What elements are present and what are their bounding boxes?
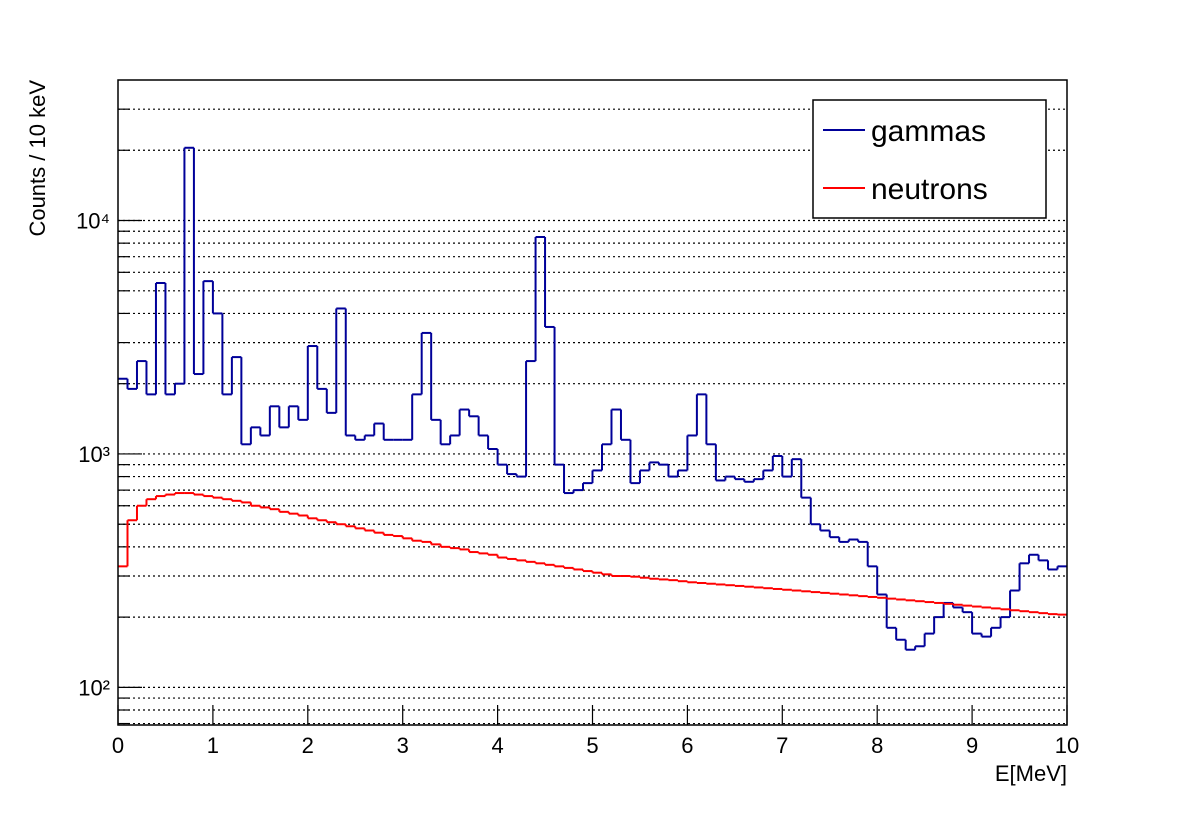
legend-label: neutrons: [871, 173, 988, 206]
x-tick-label: 9: [966, 733, 978, 758]
x-tick-label: 6: [681, 733, 693, 758]
legend-label: gammas: [871, 115, 986, 148]
plot-frame: [117, 79, 1068, 726]
y-tick-label: 10⁴: [76, 209, 110, 234]
legend-box: [812, 99, 1047, 219]
x-tick-label: 10: [1055, 733, 1079, 758]
x-tick-label: 5: [586, 733, 598, 758]
series-1: [118, 492, 1067, 616]
x-tick-label: 1: [207, 733, 219, 758]
x-tick-label: 4: [491, 733, 503, 758]
x-axis-label: E[MeV]: [995, 761, 1067, 786]
x-tick-label: 7: [776, 733, 788, 758]
y-tick-label: 10²: [78, 675, 110, 700]
y-axis-label: Counts / 10 keV: [25, 80, 50, 237]
y-tick-label: 10³: [78, 442, 110, 467]
x-tick-label: 2: [302, 733, 314, 758]
x-tick-label: 0: [112, 733, 124, 758]
x-tick-label: 3: [397, 733, 409, 758]
series-0: [118, 146, 1067, 651]
x-tick-label: 8: [871, 733, 883, 758]
